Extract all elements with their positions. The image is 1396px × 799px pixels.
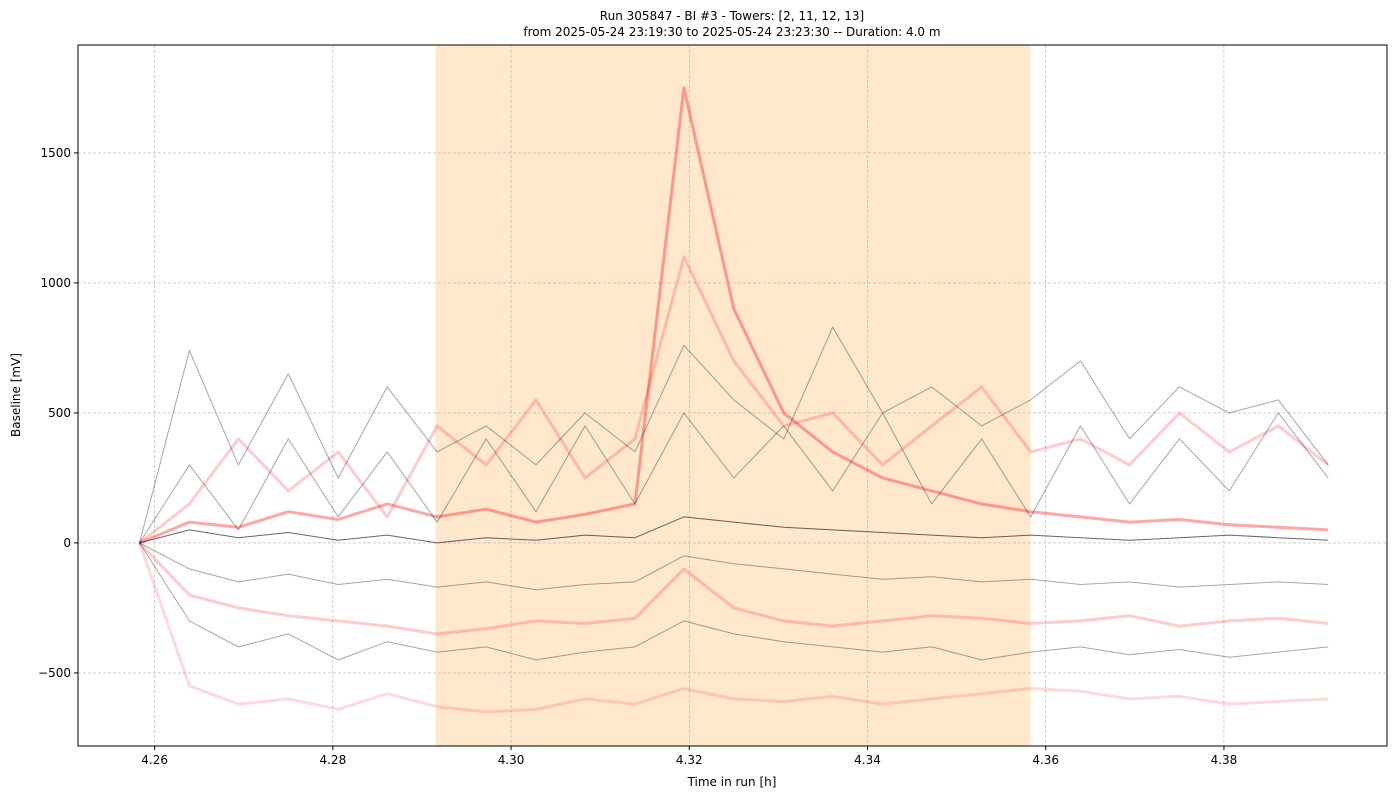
highlight-span xyxy=(435,45,1031,746)
y-tick-label: −500 xyxy=(38,666,71,680)
x-tick-label: 4.38 xyxy=(1211,753,1238,767)
series-line xyxy=(139,412,1329,544)
chart-title: Run 305847 - BI #3 - Towers: [2, 11, 12,… xyxy=(600,9,864,23)
x-tick-label: 4.30 xyxy=(498,753,525,767)
plot-frame xyxy=(77,44,1388,747)
y-tick-label: 0 xyxy=(63,536,71,550)
y-tick-label: 1500 xyxy=(40,146,71,160)
series-line xyxy=(138,86,1329,545)
series-line xyxy=(139,542,1329,591)
x-tick-label: 4.36 xyxy=(1032,753,1059,767)
chart-subtitle: from 2025-05-24 23:19:30 to 2025-05-24 2… xyxy=(523,25,940,39)
series-line xyxy=(138,542,1329,714)
series-line xyxy=(139,542,1329,661)
series-line xyxy=(138,541,1329,636)
series-line xyxy=(138,255,1330,545)
y-tick-label: 1000 xyxy=(40,276,71,290)
x-tick-label: 4.26 xyxy=(141,753,168,767)
series-line xyxy=(139,326,1329,544)
y-axis-label: Baseline [mV] xyxy=(9,353,23,437)
series-line xyxy=(139,516,1329,544)
x-tick-label: 4.28 xyxy=(319,753,346,767)
y-tick-label: 500 xyxy=(48,406,71,420)
x-tick-label: 4.34 xyxy=(854,753,881,767)
x-axis-label: Time in run [h] xyxy=(687,775,777,789)
x-tick-label: 4.32 xyxy=(676,753,703,767)
